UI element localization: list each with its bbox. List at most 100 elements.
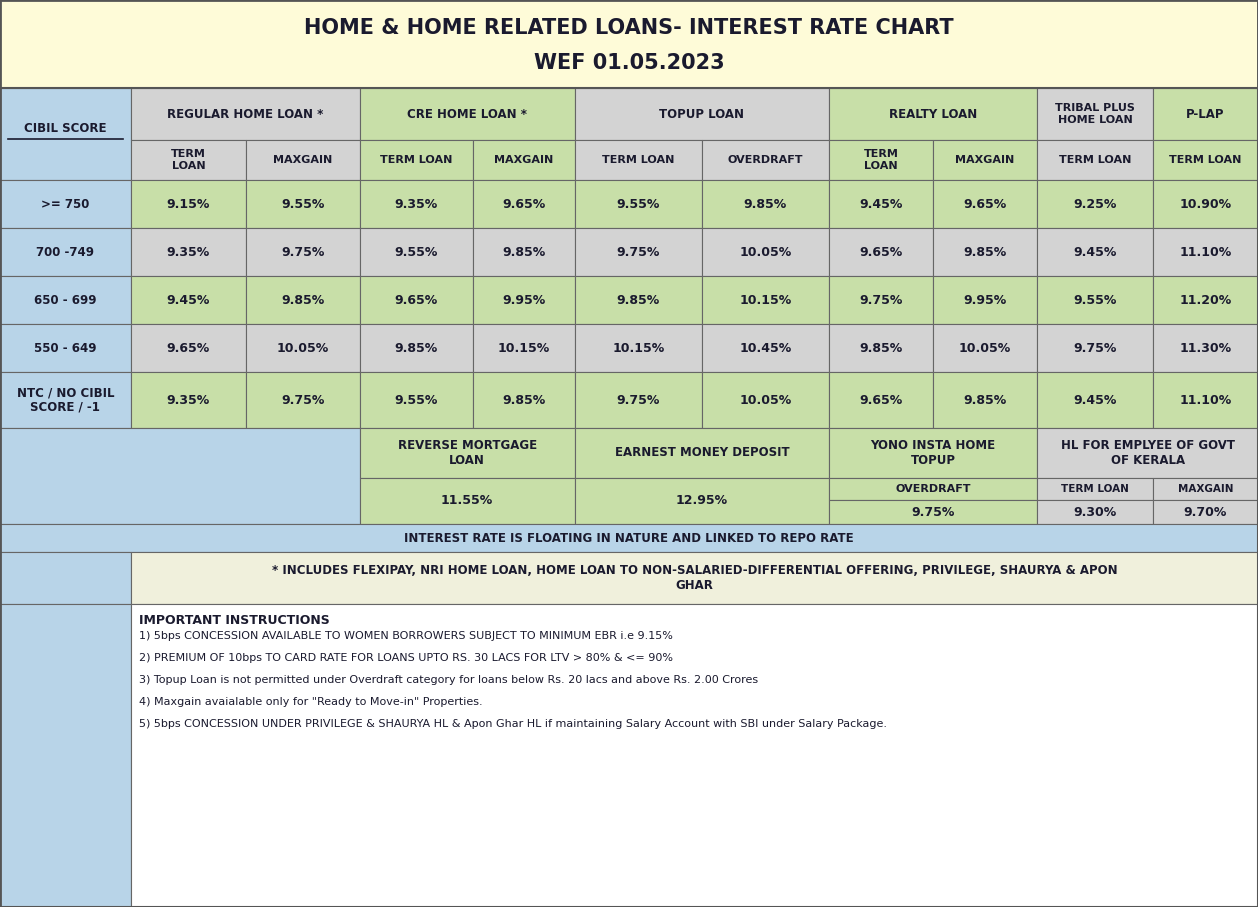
Bar: [473, 140, 575, 180]
Text: 9.35%: 9.35%: [167, 246, 210, 258]
Bar: [0, 552, 131, 604]
Text: TRIBAL PLUS
HOME LOAN: TRIBAL PLUS HOME LOAN: [1055, 103, 1135, 125]
Text: OVERDRAFT: OVERDRAFT: [896, 484, 971, 494]
Bar: [829, 276, 933, 324]
Text: HOME & HOME RELATED LOANS- INTEREST RATE CHART: HOME & HOME RELATED LOANS- INTEREST RATE…: [304, 18, 954, 38]
Bar: [1037, 500, 1152, 524]
Text: 9.65%: 9.65%: [395, 294, 438, 307]
Text: 9.55%: 9.55%: [616, 198, 660, 210]
Text: OVERDRAFT: OVERDRAFT: [727, 155, 803, 165]
Bar: [0, 324, 131, 372]
Bar: [360, 324, 473, 372]
Text: REALTY LOAN: REALTY LOAN: [889, 108, 977, 121]
Text: 9.85%: 9.85%: [502, 246, 546, 258]
Bar: [702, 276, 829, 324]
Text: 9.65%: 9.65%: [167, 342, 210, 355]
Bar: [575, 88, 829, 140]
Bar: [131, 372, 247, 428]
Bar: [0, 180, 131, 228]
Bar: [131, 552, 1258, 604]
Text: 9.35%: 9.35%: [395, 198, 438, 210]
Text: 10.90%: 10.90%: [1179, 198, 1232, 210]
Text: NTC / NO CIBIL
SCORE / -1: NTC / NO CIBIL SCORE / -1: [16, 386, 114, 414]
Text: TERM LOAN: TERM LOAN: [380, 155, 453, 165]
Text: REGULAR HOME LOAN *: REGULAR HOME LOAN *: [167, 108, 323, 121]
Text: YONO INSTA HOME
TOPUP: YONO INSTA HOME TOPUP: [871, 439, 995, 467]
Bar: [360, 428, 575, 478]
Text: TERM LOAN: TERM LOAN: [1059, 155, 1131, 165]
Text: 700 -749: 700 -749: [36, 246, 94, 258]
Bar: [933, 228, 1037, 276]
Bar: [829, 140, 933, 180]
Bar: [247, 140, 360, 180]
Bar: [933, 276, 1037, 324]
Text: 3) Topup Loan is not permitted under Overdraft category for loans below Rs. 20 l: 3) Topup Loan is not permitted under Ove…: [138, 675, 757, 685]
Bar: [0, 88, 131, 180]
Bar: [0, 428, 360, 524]
Text: MAXGAIN: MAXGAIN: [1177, 484, 1233, 494]
Bar: [0, 604, 131, 907]
Bar: [1037, 228, 1152, 276]
Text: 9.85%: 9.85%: [964, 246, 1006, 258]
Text: 10.05%: 10.05%: [740, 246, 791, 258]
Text: 11.20%: 11.20%: [1179, 294, 1232, 307]
Bar: [131, 324, 247, 372]
Bar: [933, 324, 1037, 372]
Text: 10.15%: 10.15%: [498, 342, 550, 355]
Bar: [0, 0, 1258, 88]
Text: HL FOR EMPLYEE OF GOVT
OF KERALA: HL FOR EMPLYEE OF GOVT OF KERALA: [1060, 439, 1234, 467]
Bar: [247, 228, 360, 276]
Bar: [829, 372, 933, 428]
Bar: [933, 140, 1037, 180]
Bar: [1152, 500, 1258, 524]
Text: 9.45%: 9.45%: [859, 198, 903, 210]
Bar: [575, 428, 829, 478]
Bar: [829, 500, 1037, 524]
Bar: [131, 604, 1258, 907]
Bar: [702, 140, 829, 180]
Text: 9.75%: 9.75%: [911, 505, 955, 519]
Text: * INCLUDES FLEXIPAY, NRI HOME LOAN, HOME LOAN TO NON-SALARIED-DIFFERENTIAL OFFER: * INCLUDES FLEXIPAY, NRI HOME LOAN, HOME…: [272, 564, 1117, 592]
Bar: [473, 228, 575, 276]
Bar: [1037, 180, 1152, 228]
Bar: [1152, 180, 1258, 228]
Bar: [0, 228, 131, 276]
Text: WEF 01.05.2023: WEF 01.05.2023: [533, 54, 725, 73]
Bar: [1037, 372, 1152, 428]
Bar: [1152, 372, 1258, 428]
Bar: [1037, 140, 1152, 180]
Text: CRE HOME LOAN *: CRE HOME LOAN *: [408, 108, 527, 121]
Bar: [702, 180, 829, 228]
Bar: [360, 372, 473, 428]
Text: TERM LOAN: TERM LOAN: [1060, 484, 1128, 494]
Text: TERM
LOAN: TERM LOAN: [864, 149, 898, 171]
Bar: [0, 276, 131, 324]
Text: INTEREST RATE IS FLOATING IN NATURE AND LINKED TO REPO RATE: INTEREST RATE IS FLOATING IN NATURE AND …: [404, 532, 854, 544]
Bar: [829, 228, 933, 276]
Bar: [829, 324, 933, 372]
Bar: [131, 88, 360, 140]
Bar: [360, 88, 575, 140]
Text: 9.75%: 9.75%: [282, 246, 325, 258]
Bar: [360, 140, 473, 180]
Text: 9.45%: 9.45%: [1073, 246, 1117, 258]
Text: TERM
LOAN: TERM LOAN: [171, 149, 206, 171]
Text: 4) Maxgain avaialable only for "Ready to Move-in" Properties.: 4) Maxgain avaialable only for "Ready to…: [138, 697, 482, 707]
Bar: [1037, 88, 1152, 140]
Text: 9.30%: 9.30%: [1073, 505, 1117, 519]
Bar: [360, 276, 473, 324]
Bar: [575, 180, 702, 228]
Bar: [0, 372, 131, 428]
Text: TOPUP LOAN: TOPUP LOAN: [659, 108, 745, 121]
Bar: [829, 88, 1037, 140]
Bar: [829, 428, 1037, 478]
Text: 9.15%: 9.15%: [167, 198, 210, 210]
Bar: [360, 180, 473, 228]
Bar: [360, 478, 575, 524]
Bar: [1152, 276, 1258, 324]
Bar: [1152, 88, 1258, 140]
Text: P-LAP: P-LAP: [1186, 108, 1224, 121]
Bar: [360, 228, 473, 276]
Text: 9.85%: 9.85%: [502, 394, 546, 406]
Text: 11.30%: 11.30%: [1179, 342, 1232, 355]
